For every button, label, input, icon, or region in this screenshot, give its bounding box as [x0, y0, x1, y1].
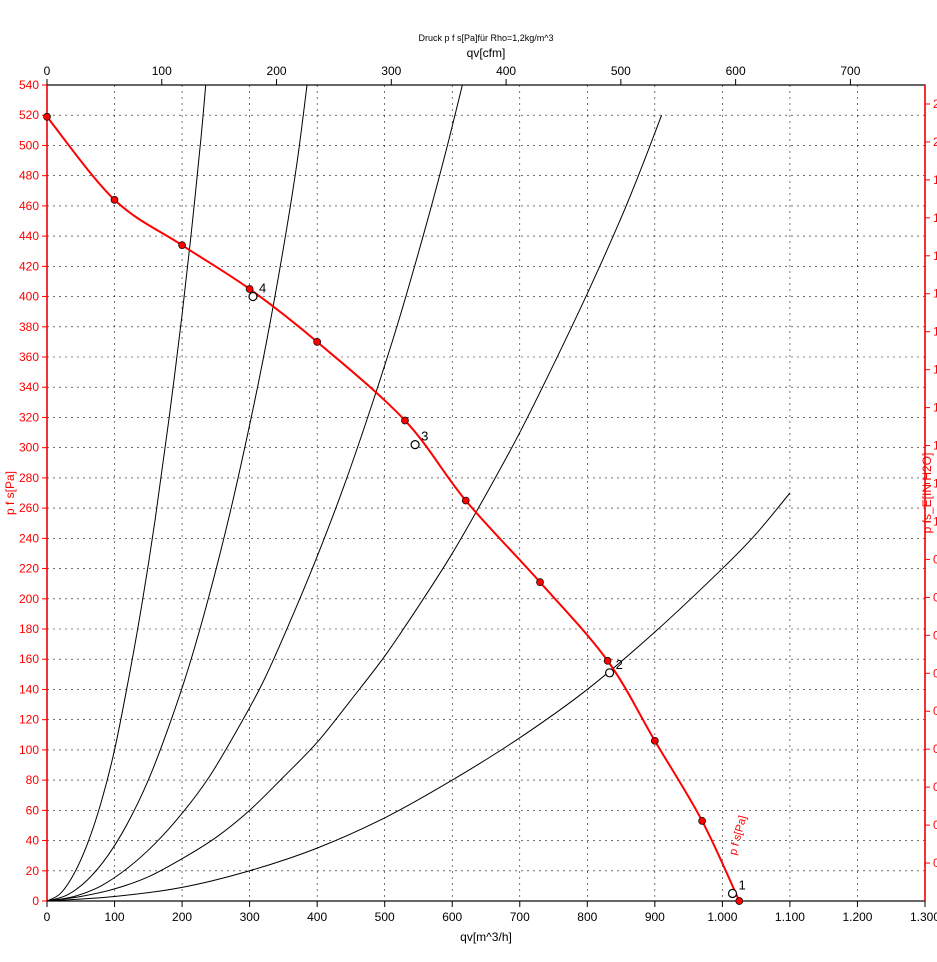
- yl-tick-label: 0: [32, 894, 39, 908]
- operating-point: [606, 669, 614, 677]
- xt-tick-label: 100: [152, 64, 172, 78]
- yl-tick-label: 300: [19, 441, 39, 455]
- yr-tick-label: 0,5: [933, 704, 937, 718]
- yl-tick-label: 100: [19, 743, 39, 757]
- yl-tick-label: 240: [19, 531, 39, 545]
- yl-tick-label: 20: [26, 864, 40, 878]
- yl-tick-label: 200: [19, 592, 39, 606]
- yr-tick-label: 1,2: [933, 439, 937, 453]
- fan-curve-marker: [736, 898, 743, 905]
- xt-tick-label: 500: [611, 64, 631, 78]
- operating-point: [729, 889, 737, 897]
- x-bottom-label: qv[m^3/h]: [460, 930, 512, 944]
- yr-tick-label: 0,2: [933, 818, 937, 832]
- xb-tick-label: 600: [442, 910, 462, 924]
- fan-curve-marker: [111, 196, 118, 203]
- chart-background: [0, 0, 937, 962]
- yl-tick-label: 440: [19, 229, 39, 243]
- xb-tick-label: 1.100: [775, 910, 805, 924]
- xb-tick-label: 1.000: [707, 910, 737, 924]
- xb-tick-label: 0: [44, 910, 51, 924]
- fan-curve-marker: [537, 579, 544, 586]
- yl-tick-label: 540: [19, 78, 39, 92]
- operating-point: [411, 441, 419, 449]
- fan-curve-marker: [604, 657, 611, 664]
- chart-title: Druck p f s[Pa]für Rho=1,2kg/m^3: [418, 33, 553, 43]
- y-right-label: p fs_E[IN H2O]: [920, 453, 934, 534]
- yl-tick-label: 340: [19, 380, 39, 394]
- operating-point-label: 3: [421, 429, 428, 444]
- yl-tick-label: 260: [19, 501, 39, 515]
- xb-tick-label: 1.300: [910, 910, 937, 924]
- xt-tick-label: 600: [726, 64, 746, 78]
- yl-tick-label: 320: [19, 410, 39, 424]
- yr-tick-label: 0,3: [933, 780, 937, 794]
- fan-curve-marker: [462, 497, 469, 504]
- operating-point-label: 2: [616, 657, 623, 672]
- yl-tick-label: 40: [26, 834, 40, 848]
- x-top-label: qv[cfm]: [467, 46, 506, 60]
- xb-tick-label: 700: [510, 910, 530, 924]
- yl-tick-label: 160: [19, 652, 39, 666]
- yr-tick-label: 0,4: [933, 742, 937, 756]
- xt-tick-label: 0: [44, 64, 51, 78]
- yr-tick-label: 1,4: [933, 363, 937, 377]
- yr-tick-label: 1,6: [933, 287, 937, 301]
- fan-curve-marker: [699, 817, 706, 824]
- fan-curve-marker: [44, 113, 51, 120]
- yr-tick-label: 0,9: [933, 552, 937, 566]
- yl-tick-label: 180: [19, 622, 39, 636]
- yr-tick-label: 2: [933, 135, 937, 149]
- fan-curve-marker: [179, 242, 186, 249]
- yl-tick-label: 400: [19, 290, 39, 304]
- xt-tick-label: 200: [267, 64, 287, 78]
- y-left-label: p f s[Pa]: [3, 471, 17, 515]
- yr-tick-label: 1,7: [933, 249, 937, 263]
- xb-tick-label: 400: [307, 910, 327, 924]
- xt-tick-label: 400: [496, 64, 516, 78]
- fan-curve-marker: [314, 338, 321, 345]
- xb-tick-label: 500: [375, 910, 395, 924]
- xb-tick-label: 900: [645, 910, 665, 924]
- xb-tick-label: 300: [240, 910, 260, 924]
- yr-tick-label: 0,8: [933, 590, 937, 604]
- yl-tick-label: 380: [19, 320, 39, 334]
- yl-tick-label: 480: [19, 169, 39, 183]
- yl-tick-label: 460: [19, 199, 39, 213]
- xb-tick-label: 200: [172, 910, 192, 924]
- yl-tick-label: 520: [19, 108, 39, 122]
- fan-curve-marker: [651, 737, 658, 744]
- yl-tick-label: 60: [26, 803, 40, 817]
- yr-tick-label: 0,1: [933, 856, 937, 870]
- xt-tick-label: 700: [840, 64, 860, 78]
- yr-tick-label: 1,5: [933, 325, 937, 339]
- fan-curve-marker: [246, 286, 253, 293]
- yl-tick-label: 120: [19, 713, 39, 727]
- operating-point: [249, 293, 257, 301]
- fan-curve-marker: [401, 417, 408, 424]
- yl-tick-label: 280: [19, 471, 39, 485]
- yl-tick-label: 360: [19, 350, 39, 364]
- pressure-flow-chart: 01002003004005006007008009001.0001.1001.…: [0, 0, 937, 962]
- xb-tick-label: 100: [105, 910, 125, 924]
- yr-tick-label: 0,7: [933, 628, 937, 642]
- yl-tick-label: 420: [19, 259, 39, 273]
- yl-tick-label: 80: [26, 773, 40, 787]
- yr-tick-label: 1,3: [933, 401, 937, 415]
- yr-tick-label: 1,8: [933, 211, 937, 225]
- yl-tick-label: 500: [19, 138, 39, 152]
- xb-tick-label: 1.200: [842, 910, 872, 924]
- yr-tick-label: 2,1: [933, 97, 937, 111]
- operating-point-label: 1: [739, 877, 746, 892]
- operating-point-label: 4: [259, 281, 266, 296]
- chart-svg: 01002003004005006007008009001.0001.1001.…: [0, 0, 937, 962]
- xb-tick-label: 800: [577, 910, 597, 924]
- yl-tick-label: 220: [19, 562, 39, 576]
- yl-tick-label: 140: [19, 682, 39, 696]
- yr-tick-label: 0,6: [933, 666, 937, 680]
- yr-tick-label: 1,9: [933, 173, 937, 187]
- xt-tick-label: 300: [381, 64, 401, 78]
